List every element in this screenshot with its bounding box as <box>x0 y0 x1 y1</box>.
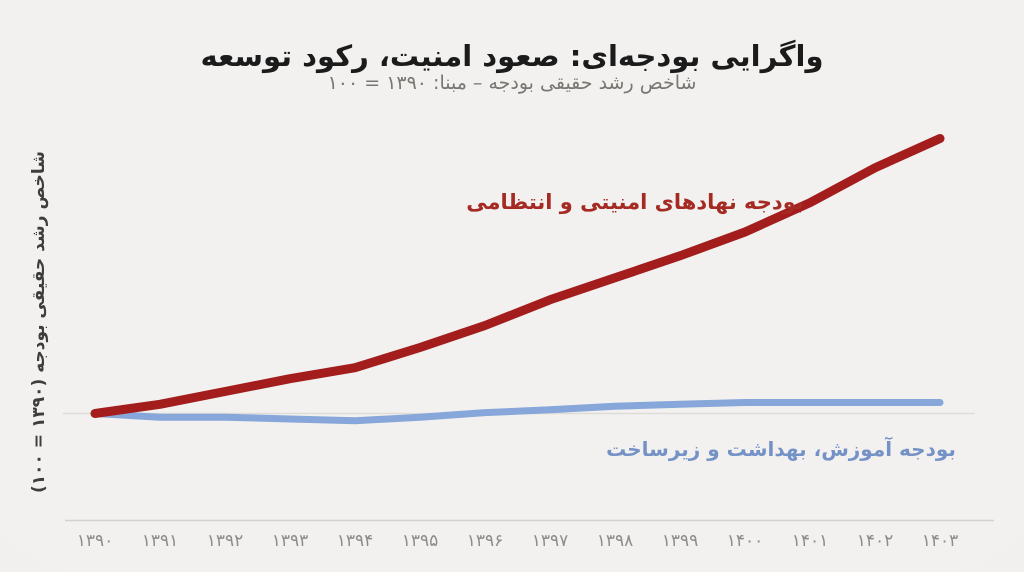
chart-title: واگرایی بودجه‌ای: صعود امنیت، رکود توسعه <box>200 39 824 74</box>
security-budget-line <box>90 134 945 418</box>
security-series-label: بودجه نهادهای امنیتی و انتظامی <box>466 190 804 214</box>
development-budget-line <box>91 399 944 425</box>
development-series-label: بودجه آموزش، بهداشت و زیرساخت <box>606 437 956 461</box>
chart-subtitle: شاخص رشد حقیقی بودجه – مبنا: ۱۳۹۰ = ۱۰۰ <box>327 72 697 94</box>
